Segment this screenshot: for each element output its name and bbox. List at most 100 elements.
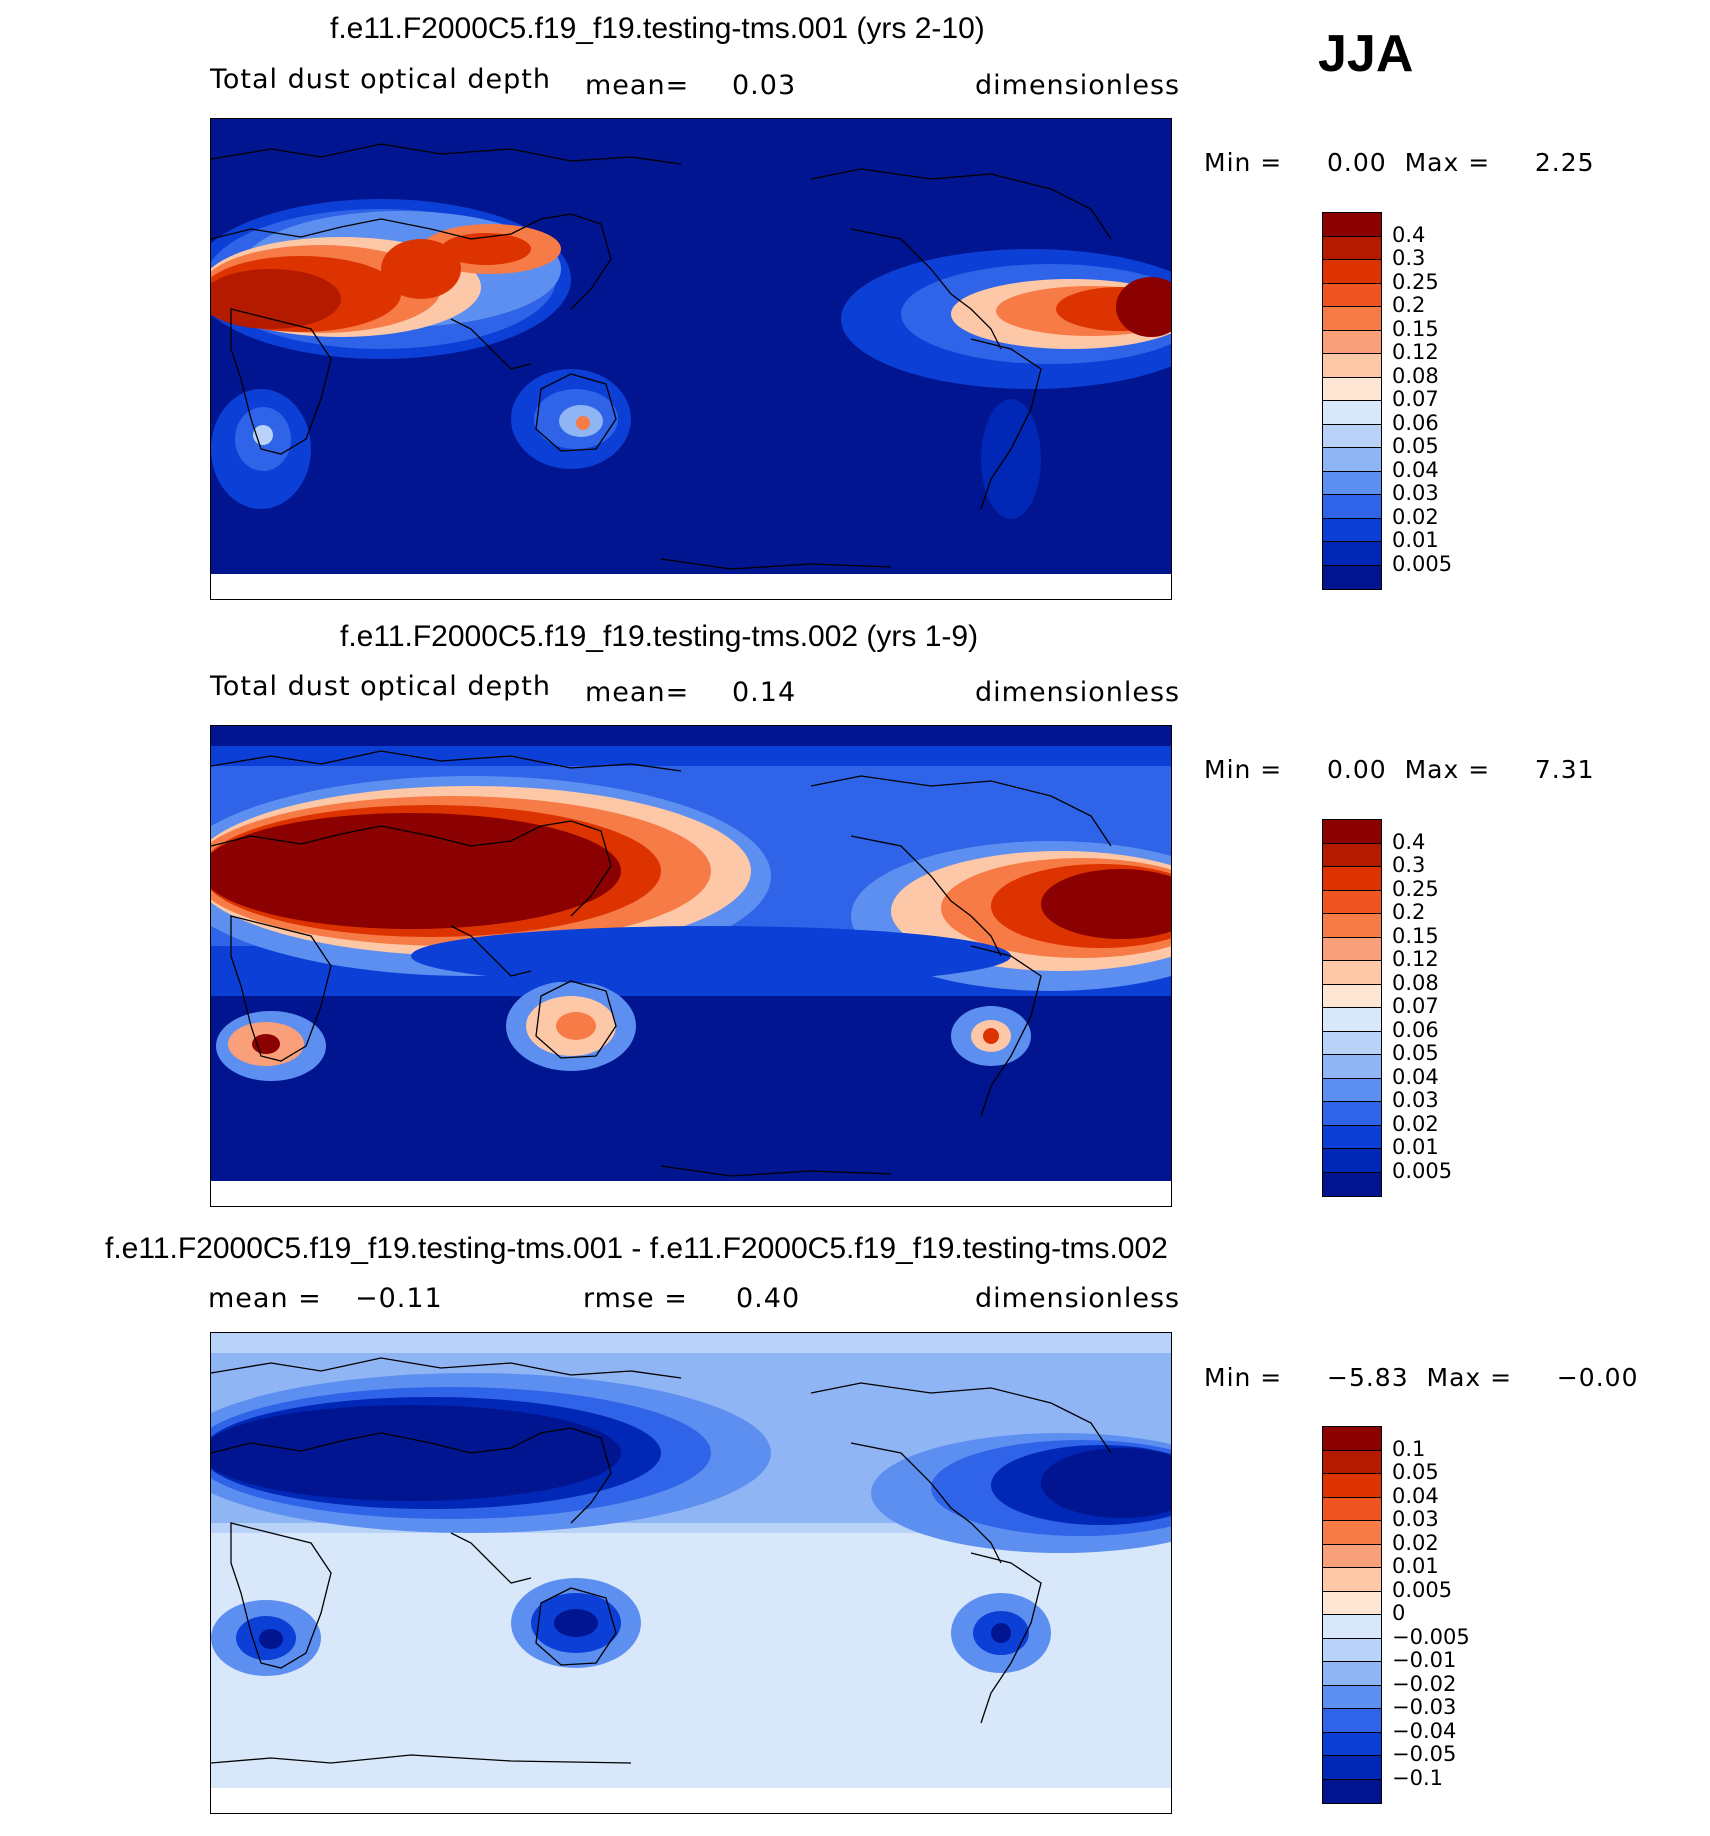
panel-3-rmse-label: rmse = [583,1283,688,1314]
colorbar-swatch [1323,495,1381,519]
colorbar-swatch [1323,1756,1381,1780]
colorbar-swatch [1323,1521,1381,1545]
panel-3-colorbar [1322,1426,1382,1804]
panel-1-units: dimensionless [975,70,1181,101]
colorbar-tick-label: 0.12 [1392,340,1439,364]
panel-1-min-label: Min = [1204,148,1283,177]
panel-2-map-svg [211,726,1171,1206]
colorbar-swatch [1323,471,1381,495]
colorbar-tick-label: −0.01 [1392,1648,1457,1672]
colorbar-tick-label: 0 [1392,1601,1406,1625]
colorbar-tick-label: 0.15 [1392,923,1439,948]
colorbar-swatch [1323,1172,1381,1196]
panel-1-minmax: Min = 0.00 Max = 2.25 [1204,148,1595,177]
panel-3-title: f.e11.F2000C5.f19_f19.testing-tms.001 - … [105,1232,1168,1265]
colorbar-swatch [1323,984,1381,1008]
panel-3-min-label: Min = [1204,1363,1283,1392]
panel-2-mean-label: mean= [585,677,690,708]
colorbar-tick-label: 0.03 [1392,1507,1439,1531]
panel-1-max-label: Max = [1404,148,1491,177]
colorbar-swatch [1323,1427,1381,1451]
colorbar-swatch [1323,1685,1381,1709]
colorbar-tick-label: 0.15 [1392,316,1439,341]
coastlines [211,143,1112,570]
colorbar-swatch [1323,1149,1381,1173]
colorbar-swatch [1323,307,1381,331]
panel-3-map [210,1332,1172,1814]
panel-1-map-svg [211,119,1171,599]
colorbar-tick-label: −0.03 [1392,1695,1457,1719]
colorbar-swatch [1323,1732,1381,1756]
colorbar-tick-label: 0.08 [1392,363,1439,388]
colorbar-tick-label: 0.005 [1392,551,1453,576]
colorbar-tick-label: 0.03 [1392,481,1439,505]
colorbar-tick-label: −0.04 [1392,1718,1457,1743]
colorbar-tick-label: 0.02 [1392,1111,1439,1136]
colorbar-tick-label: 0.005 [1392,1577,1453,1602]
colorbar-swatch [1323,401,1381,425]
colorbar-tick-label: 0.02 [1392,1530,1439,1555]
colorbar-tick-label: 0.01 [1392,1135,1439,1159]
colorbar-swatch [1323,260,1381,284]
panel-3-rmse-value: 0.40 [736,1283,801,1314]
colorbar-swatch [1323,236,1381,260]
colorbar-tick-label: 0.02 [1392,504,1439,529]
panel-2-minmax: Min = 0.00 Max = 7.31 [1204,755,1595,784]
colorbar-tick-label: 0.3 [1392,853,1426,877]
colorbar-swatch [1323,914,1381,938]
panel-1-max-value: 2.25 [1534,148,1595,177]
panel-1-mean-label: mean= [585,70,690,101]
panel-3-units: dimensionless [975,1283,1181,1314]
colorbar-tick-label: 0.04 [1392,1483,1439,1508]
colorbar-tick-label: 0.25 [1392,269,1439,294]
panel-1-mean-value: 0.03 [732,70,797,101]
colorbar-swatch [1323,867,1381,891]
colorbar-swatch [1323,424,1381,448]
colorbar-swatch [1323,518,1381,542]
colorbar-swatch [1323,937,1381,961]
colorbar-tick-label: 0.01 [1392,1554,1439,1578]
colorbar-tick-label: 0.4 [1392,829,1426,854]
colorbar-tick-label: 0.03 [1392,1088,1439,1112]
panel-3-min-value: −5.83 [1327,1363,1409,1392]
panel-2-variable-label: Total dust optical depth [210,671,551,702]
colorbar-tick-label: 0.2 [1392,900,1426,924]
colorbar-swatch [1323,448,1381,472]
colorbar-swatch [1323,843,1381,867]
panel-2-map [210,725,1172,1207]
panel-2-max-value: 7.31 [1534,755,1595,784]
panel-2-title: f.e11.F2000C5.f19_f19.testing-tms.002 (y… [340,620,979,653]
colorbar-swatch [1323,1662,1381,1686]
panel-3-minmax: Min = −5.83 Max = −0.00 [1204,1363,1638,1392]
colorbar-swatch [1323,1125,1381,1149]
colorbar-tick-label: 0.3 [1392,246,1426,270]
panel-2-min-label: Min = [1204,755,1283,784]
colorbar-tick-label: 0.06 [1392,410,1439,435]
colorbar-swatch [1323,377,1381,401]
colorbar-swatch [1323,1615,1381,1639]
colorbar-tick-label: −0.005 [1392,1624,1470,1649]
colorbar-swatch [1323,1450,1381,1474]
panel-1-colorbar [1322,212,1382,590]
colorbar-swatch [1323,961,1381,985]
colorbar-swatch [1323,1031,1381,1055]
colorbar-tick-label: 0.05 [1392,1460,1439,1484]
panel-3-mean-value: −0.11 [355,1283,443,1314]
season-label: JJA [1318,25,1414,83]
colorbar-swatch [1323,565,1381,589]
colorbar-tick-label: 0.08 [1392,970,1439,995]
colorbar-tick-label: 0.1 [1392,1436,1426,1461]
panel-1-map [210,118,1172,600]
colorbar-tick-label: −0.02 [1392,1671,1457,1696]
panel-1-variable-label: Total dust optical depth [210,64,551,95]
colorbar-swatch [1323,1078,1381,1102]
panel-2-min-value: 0.00 [1327,755,1387,784]
colorbar-tick-label: 0.05 [1392,1041,1439,1065]
colorbar-swatch [1323,1779,1381,1803]
colorbar-tick-label: 0.005 [1392,1158,1453,1183]
colorbar-swatch [1323,1102,1381,1126]
colorbar-swatch [1323,1497,1381,1521]
panel-3-mean-label: mean = [208,1283,322,1314]
colorbar-tick-label: 0.05 [1392,434,1439,458]
panel-2-units: dimensionless [975,677,1181,708]
